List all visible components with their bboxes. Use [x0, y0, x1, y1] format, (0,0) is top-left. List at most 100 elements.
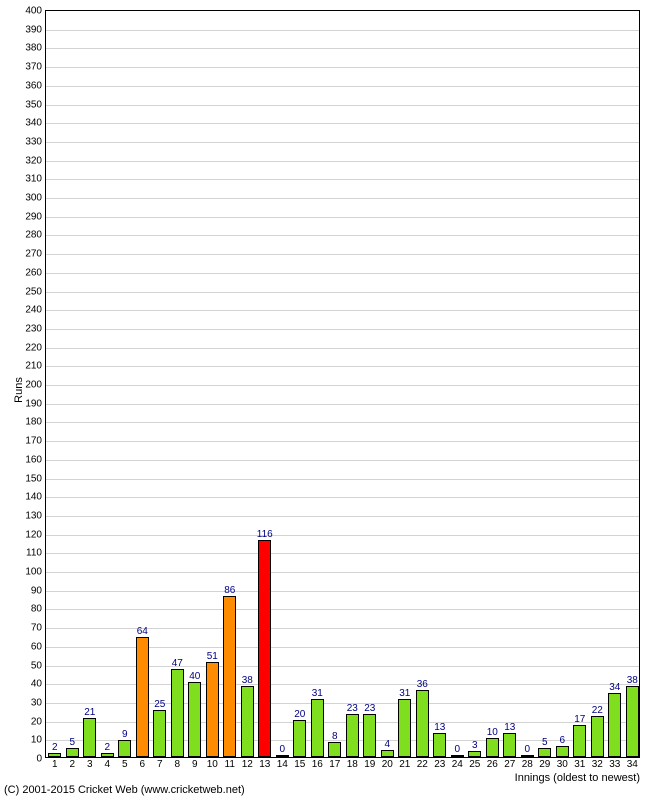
y-tick-label: 180	[25, 417, 46, 428]
x-tick-label: 21	[399, 757, 410, 770]
y-tick-label: 290	[25, 211, 46, 222]
gridline	[46, 572, 639, 573]
bar-value-label: 0	[279, 744, 285, 756]
x-tick-label: 15	[294, 757, 305, 770]
x-tick-label: 14	[277, 757, 288, 770]
y-tick-label: 120	[25, 529, 46, 540]
gridline	[46, 217, 639, 218]
x-tick-label: 11	[225, 757, 235, 770]
gridline	[46, 479, 639, 480]
x-tick-label: 18	[347, 757, 358, 770]
bar: 25	[153, 710, 166, 757]
y-tick-label: 20	[31, 716, 46, 727]
y-tick-label: 360	[25, 80, 46, 91]
x-tick-label: 30	[557, 757, 568, 770]
bar-value-label: 64	[137, 626, 148, 638]
gridline	[46, 628, 639, 629]
bar: 34	[608, 693, 621, 757]
bar-value-label: 25	[154, 699, 165, 711]
bar-value-label: 21	[84, 707, 95, 719]
gridline	[46, 516, 639, 517]
x-tick-label: 27	[504, 757, 515, 770]
x-tick-label: 12	[242, 757, 253, 770]
x-tick-label: 13	[259, 757, 270, 770]
bar: 86	[223, 596, 236, 757]
gridline	[46, 553, 639, 554]
bar: 9	[118, 740, 131, 757]
y-tick-label: 100	[25, 567, 46, 578]
gridline	[46, 422, 639, 423]
bar: 21	[83, 718, 96, 757]
bar-value-label: 86	[224, 585, 235, 597]
y-tick-label: 310	[25, 174, 46, 185]
bar-value-label: 13	[434, 722, 445, 734]
gridline	[46, 441, 639, 442]
x-tick-label: 32	[592, 757, 603, 770]
bar-value-label: 4	[384, 739, 390, 751]
y-axis-title: Runs	[13, 377, 25, 403]
bar-value-label: 2	[52, 742, 58, 754]
y-tick-label: 60	[31, 641, 46, 652]
bar-value-label: 17	[574, 714, 585, 726]
bar-value-label: 13	[504, 722, 515, 734]
y-tick-label: 370	[25, 62, 46, 73]
y-tick-label: 320	[25, 155, 46, 166]
bar-value-label: 116	[257, 529, 273, 541]
bar: 31	[311, 699, 324, 757]
y-tick-label: 130	[25, 510, 46, 521]
gridline	[46, 67, 639, 68]
gridline	[46, 105, 639, 106]
gridline	[46, 292, 639, 293]
bar-value-label: 31	[312, 688, 323, 700]
gridline	[46, 254, 639, 255]
y-tick-label: 350	[25, 99, 46, 110]
bar: 6	[556, 746, 569, 757]
y-tick-label: 90	[31, 585, 46, 596]
y-tick-label: 400	[25, 6, 46, 17]
bar: 51	[206, 662, 219, 757]
bar-value-label: 51	[207, 651, 218, 663]
bar-value-label: 38	[242, 675, 253, 687]
bar-value-label: 31	[399, 688, 410, 700]
gridline	[46, 235, 639, 236]
y-tick-label: 260	[25, 267, 46, 278]
bar: 23	[363, 714, 376, 757]
x-tick-label: 16	[312, 757, 323, 770]
y-tick-label: 270	[25, 249, 46, 260]
bar-value-label: 23	[364, 703, 375, 715]
x-tick-label: 2	[69, 757, 75, 770]
bar-value-label: 9	[122, 729, 128, 741]
x-tick-label: 3	[87, 757, 93, 770]
bar-value-label: 38	[627, 675, 638, 687]
x-tick-label: 33	[609, 757, 620, 770]
bar: 8	[328, 742, 341, 757]
bar: 47	[171, 669, 184, 757]
bar-value-label: 22	[592, 705, 603, 717]
x-tick-label: 7	[157, 757, 163, 770]
gridline	[46, 348, 639, 349]
y-tick-label: 140	[25, 492, 46, 503]
bar: 23	[346, 714, 359, 757]
y-tick-label: 240	[25, 305, 46, 316]
x-axis-title: Innings (oldest to newest)	[515, 772, 640, 784]
x-tick-label: 26	[487, 757, 498, 770]
y-tick-label: 380	[25, 43, 46, 54]
bar: 22	[591, 716, 604, 757]
bar: 38	[241, 686, 254, 757]
gridline	[46, 366, 639, 367]
gridline	[46, 404, 639, 405]
bar-value-label: 47	[172, 658, 183, 670]
chart-container: 0102030405060708090100110120130140150160…	[0, 0, 650, 800]
bar: 13	[503, 733, 516, 757]
bar-value-label: 0	[524, 744, 530, 756]
gridline	[46, 161, 639, 162]
y-tick-label: 390	[25, 24, 46, 35]
y-tick-label: 220	[25, 342, 46, 353]
bar-value-label: 20	[294, 709, 305, 721]
x-tick-label: 34	[627, 757, 638, 770]
bar: 64	[136, 637, 149, 757]
y-tick-label: 300	[25, 193, 46, 204]
y-tick-label: 160	[25, 454, 46, 465]
y-tick-label: 170	[25, 436, 46, 447]
x-tick-label: 4	[104, 757, 110, 770]
